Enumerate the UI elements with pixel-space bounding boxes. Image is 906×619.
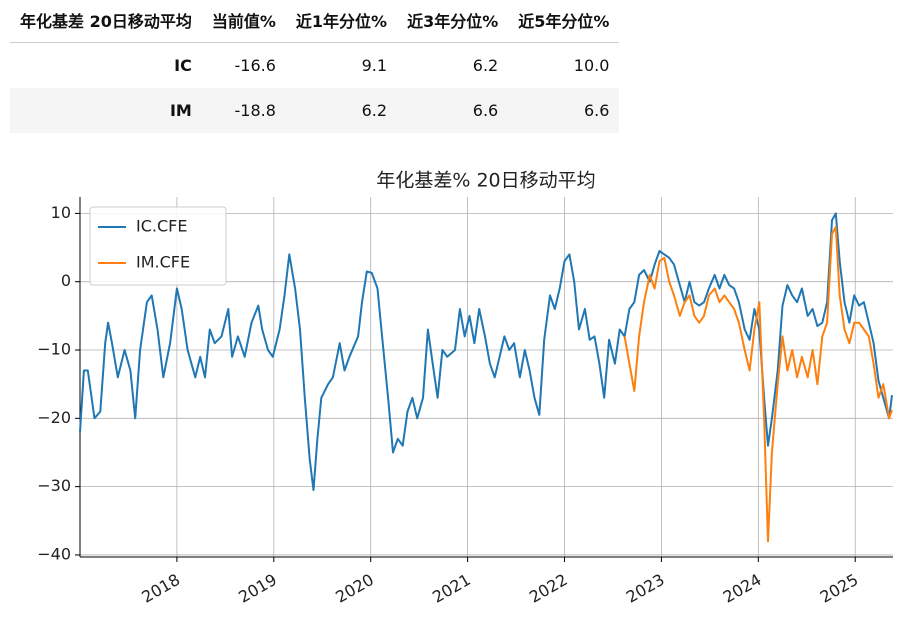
table-cell: IC bbox=[174, 56, 192, 75]
header-row: 年化基差 20日移动平均 当前值% 近1年分位% 近3年分位% 近5年分位% bbox=[10, 0, 620, 43]
x-tick-label: 2019 bbox=[235, 570, 280, 607]
y-tick-label: 0 bbox=[61, 271, 71, 290]
table-cell: 6.2 bbox=[472, 56, 499, 75]
stats-table: 年化基差 20日移动平均 当前值% 近1年分位% 近3年分位% 近5年分位% IC -16.… bbox=[10, 0, 620, 133]
header-cell: 近3年分位% bbox=[397, 0, 509, 43]
legend: IC.CFE IM.CFE bbox=[89, 206, 227, 286]
x-tick-label: 2023 bbox=[623, 570, 668, 607]
chart-title: 年化基差% 20日移动平均 bbox=[376, 170, 595, 192]
series-line bbox=[623, 226, 893, 543]
y-tick-label: 10 bbox=[51, 203, 71, 222]
table-cell: IM bbox=[10, 88, 202, 133]
x-tick-label: 2022 bbox=[526, 570, 571, 607]
table-cell: -18.8 bbox=[201, 88, 286, 133]
x-tick-label: 2024 bbox=[720, 570, 765, 607]
y-tick-label: −20 bbox=[37, 408, 71, 427]
x-tick-label: 2020 bbox=[332, 570, 377, 607]
table-cell: 6.2 bbox=[285, 88, 398, 133]
header-cell: 当前值% bbox=[201, 0, 286, 43]
table-cell: 6.6 bbox=[397, 88, 509, 133]
header-cell: 近5年分位% bbox=[508, 0, 620, 43]
series-line bbox=[79, 212, 893, 492]
header-cell: 年化基差 20日移动平均 bbox=[10, 0, 202, 43]
table-row: IC -16.6 9.1 6.2 10.0 bbox=[10, 43, 619, 89]
x-tick-label: 2025 bbox=[817, 570, 862, 607]
x-tick-label: 2021 bbox=[429, 570, 474, 607]
y-tick-label: −40 bbox=[37, 544, 71, 563]
header-cell: 近1年分位% bbox=[285, 0, 398, 43]
table-row: IM -18.8 6.2 6.6 6.6 bbox=[10, 88, 620, 133]
legend-label: IM.CFE bbox=[136, 253, 190, 272]
table-cell: 10.0 bbox=[573, 56, 610, 75]
x-tick-label: 2018 bbox=[138, 570, 183, 607]
legend-label: IC.CFE bbox=[136, 217, 187, 236]
y-tick-label: −30 bbox=[37, 476, 71, 495]
y-tick-label: −10 bbox=[37, 340, 71, 359]
table-cell: 9.1 bbox=[361, 56, 388, 75]
table-cell: 6.6 bbox=[508, 88, 620, 133]
table-cell: -16.6 bbox=[234, 56, 276, 75]
